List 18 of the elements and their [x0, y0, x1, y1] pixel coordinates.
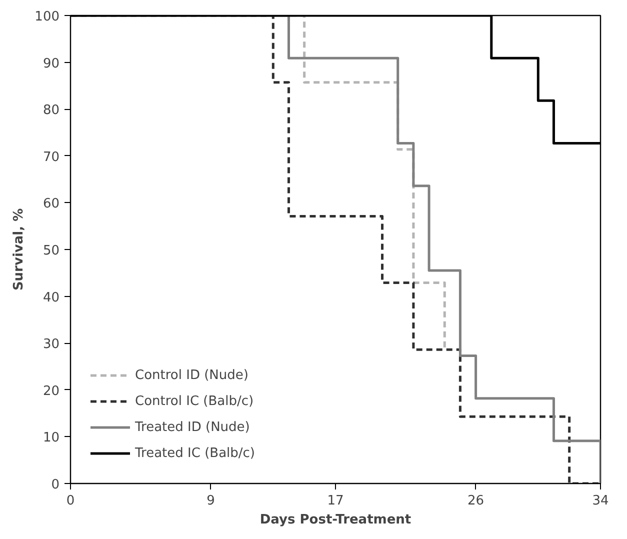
y-tick-label: 10: [42, 430, 60, 446]
y-tick-label: 20: [42, 384, 60, 399]
x-tick-label: 17: [327, 494, 344, 508]
y-tick-label: 90: [42, 56, 60, 72]
y-axis-title: Survival, %: [12, 208, 27, 291]
y-tick-label: 60: [42, 196, 60, 212]
y-tick-label: 50: [42, 244, 60, 258]
y-tick-label: 30: [42, 337, 60, 352]
x-tick-label: 26: [468, 494, 484, 508]
x-tick-label: 9: [206, 494, 215, 508]
y-tick-label: 100: [34, 10, 60, 24]
x-tick-label: 34: [592, 494, 609, 508]
y-tick-label: 40: [42, 290, 60, 306]
x-tick-label: 0: [66, 494, 75, 508]
y-tick-label: 0: [51, 478, 60, 492]
y-tick-label: 80: [42, 103, 60, 118]
y-tick-label: 70: [42, 150, 60, 165]
x-axis-title: Days Post-Treatment: [260, 512, 412, 528]
